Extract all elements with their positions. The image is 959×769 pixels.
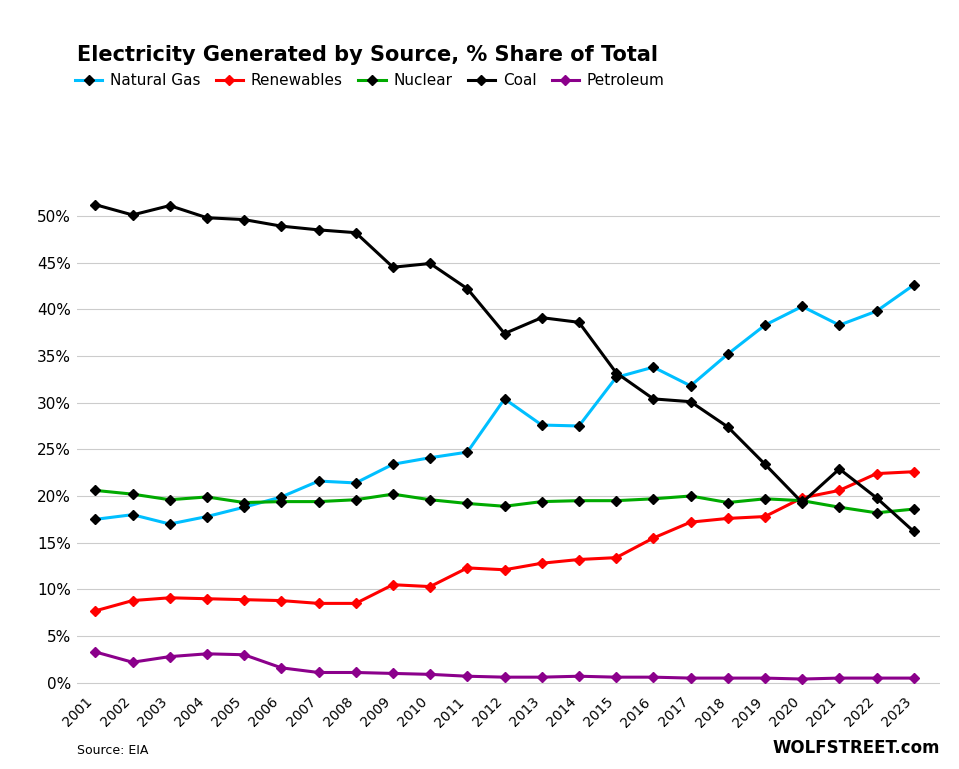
Text: Electricity Generated by Source, % Share of Total: Electricity Generated by Source, % Share… bbox=[77, 45, 658, 65]
Text: Source: EIA: Source: EIA bbox=[77, 744, 148, 757]
Text: WOLFSTREET.com: WOLFSTREET.com bbox=[772, 740, 940, 757]
Legend: Natural Gas, Renewables, Nuclear, Coal, Petroleum: Natural Gas, Renewables, Nuclear, Coal, … bbox=[75, 73, 665, 88]
